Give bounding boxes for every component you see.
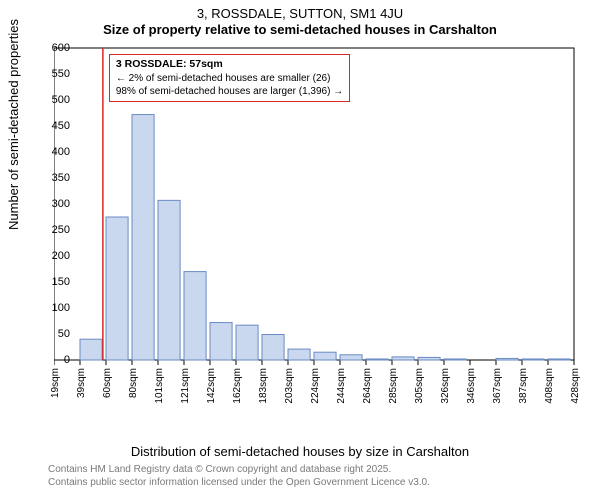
x-tick-label: 387sqm — [518, 368, 529, 404]
x-tick-label: 203sqm — [284, 368, 295, 404]
y-axis-label: Number of semi-detached properties — [6, 19, 21, 230]
x-tick-label: 408sqm — [544, 368, 555, 404]
x-axis-label: Distribution of semi-detached houses by … — [0, 444, 600, 459]
x-tick-label: 305sqm — [414, 368, 425, 404]
annotation-title: 3 ROSSDALE: 57sqm — [116, 58, 343, 72]
y-tick-label: 350 — [34, 172, 70, 184]
x-tick-label: 19sqm — [50, 368, 61, 398]
x-tick-label: 60sqm — [102, 368, 113, 398]
y-tick-label: 200 — [34, 250, 70, 262]
x-tick-label: 326sqm — [440, 368, 451, 404]
annotation-box: 3 ROSSDALE: 57sqm← 2% of semi-detached h… — [109, 54, 350, 102]
x-tick-label: 162sqm — [232, 368, 243, 404]
y-tick-label: 150 — [34, 276, 70, 288]
attribution-line1: Contains HM Land Registry data © Crown c… — [48, 464, 430, 477]
x-tick-label: 244sqm — [336, 368, 347, 404]
y-tick-label: 50 — [34, 328, 70, 340]
y-tick-label: 600 — [34, 42, 70, 54]
y-tick-label: 250 — [34, 224, 70, 236]
x-tick-label: 346sqm — [466, 368, 477, 404]
attribution-line2: Contains public sector information licen… — [48, 477, 430, 490]
x-tick-label: 121sqm — [180, 368, 191, 404]
y-tick-label: 0 — [34, 354, 70, 366]
x-tick-label: 428sqm — [570, 368, 581, 404]
annotation-smaller: ← 2% of semi-detached houses are smaller… — [116, 72, 343, 85]
x-tick-label: 183sqm — [258, 368, 269, 404]
x-tick-label: 224sqm — [310, 368, 321, 404]
attribution-text: Contains HM Land Registry data © Crown c… — [48, 464, 430, 489]
x-tick-label: 39sqm — [76, 368, 87, 398]
x-tick-label: 80sqm — [128, 368, 139, 398]
y-tick-label: 450 — [34, 120, 70, 132]
x-tick-label: 264sqm — [362, 368, 373, 404]
x-tick-label: 101sqm — [154, 368, 165, 404]
chart-title-description: Size of property relative to semi-detach… — [0, 22, 600, 37]
y-tick-label: 400 — [34, 146, 70, 158]
y-tick-label: 300 — [34, 198, 70, 210]
chart-title-block: 3, ROSSDALE, SUTTON, SM1 4JU Size of pro… — [0, 0, 600, 37]
x-tick-label: 367sqm — [492, 368, 503, 404]
x-tick-label: 142sqm — [206, 368, 217, 404]
y-tick-label: 550 — [34, 68, 70, 80]
x-tick-label: 285sqm — [388, 368, 399, 404]
chart-title-address: 3, ROSSDALE, SUTTON, SM1 4JU — [0, 6, 600, 21]
y-tick-label: 100 — [34, 302, 70, 314]
y-tick-label: 500 — [34, 94, 70, 106]
annotation-larger: 98% of semi-detached houses are larger (… — [116, 85, 343, 98]
